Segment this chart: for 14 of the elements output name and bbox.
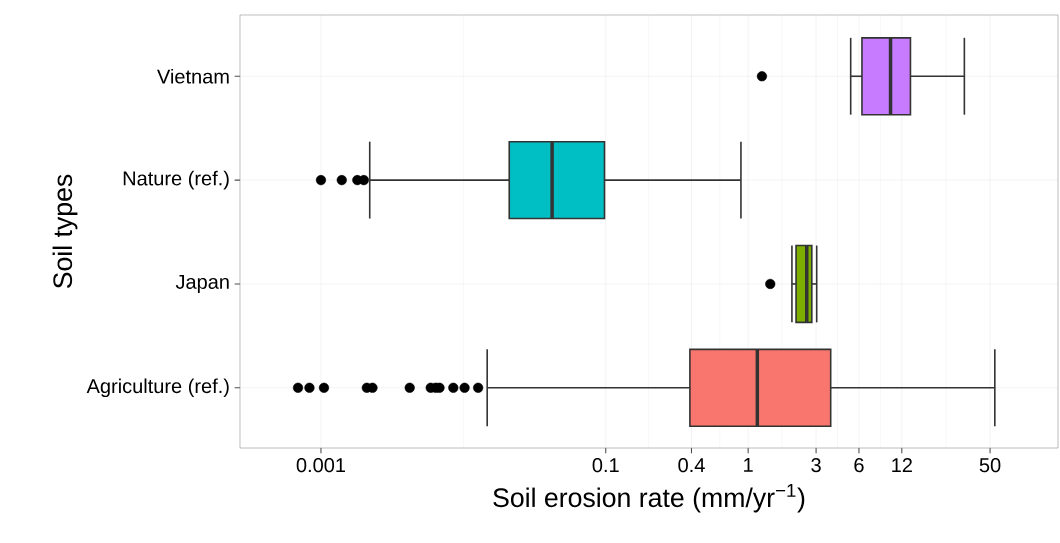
x-tick-label: 50 [979,458,1001,473]
x-tick-label: 0.1 [592,458,619,473]
x-tick-label: 3 [811,458,821,473]
y-tick-label: Japan [175,274,229,293]
x-tick-label: 6 [854,458,864,473]
y-axis-title: Soil types [52,174,78,289]
x-tick-label: 1 [744,458,753,472]
y-tick-label: Vietnam [157,68,229,84]
x-tick-label: 0.4 [678,458,705,473]
x-tick-label: 0.001 [296,458,345,473]
y-tick-label: Nature (ref.) [123,170,229,190]
x-tick-label: 12 [892,458,912,473]
y-tick-label: Agriculture (ref.) [86,378,229,398]
x-axis-title: Soil erosion rate (mm/yr$^{−1}$) [493,484,805,513]
